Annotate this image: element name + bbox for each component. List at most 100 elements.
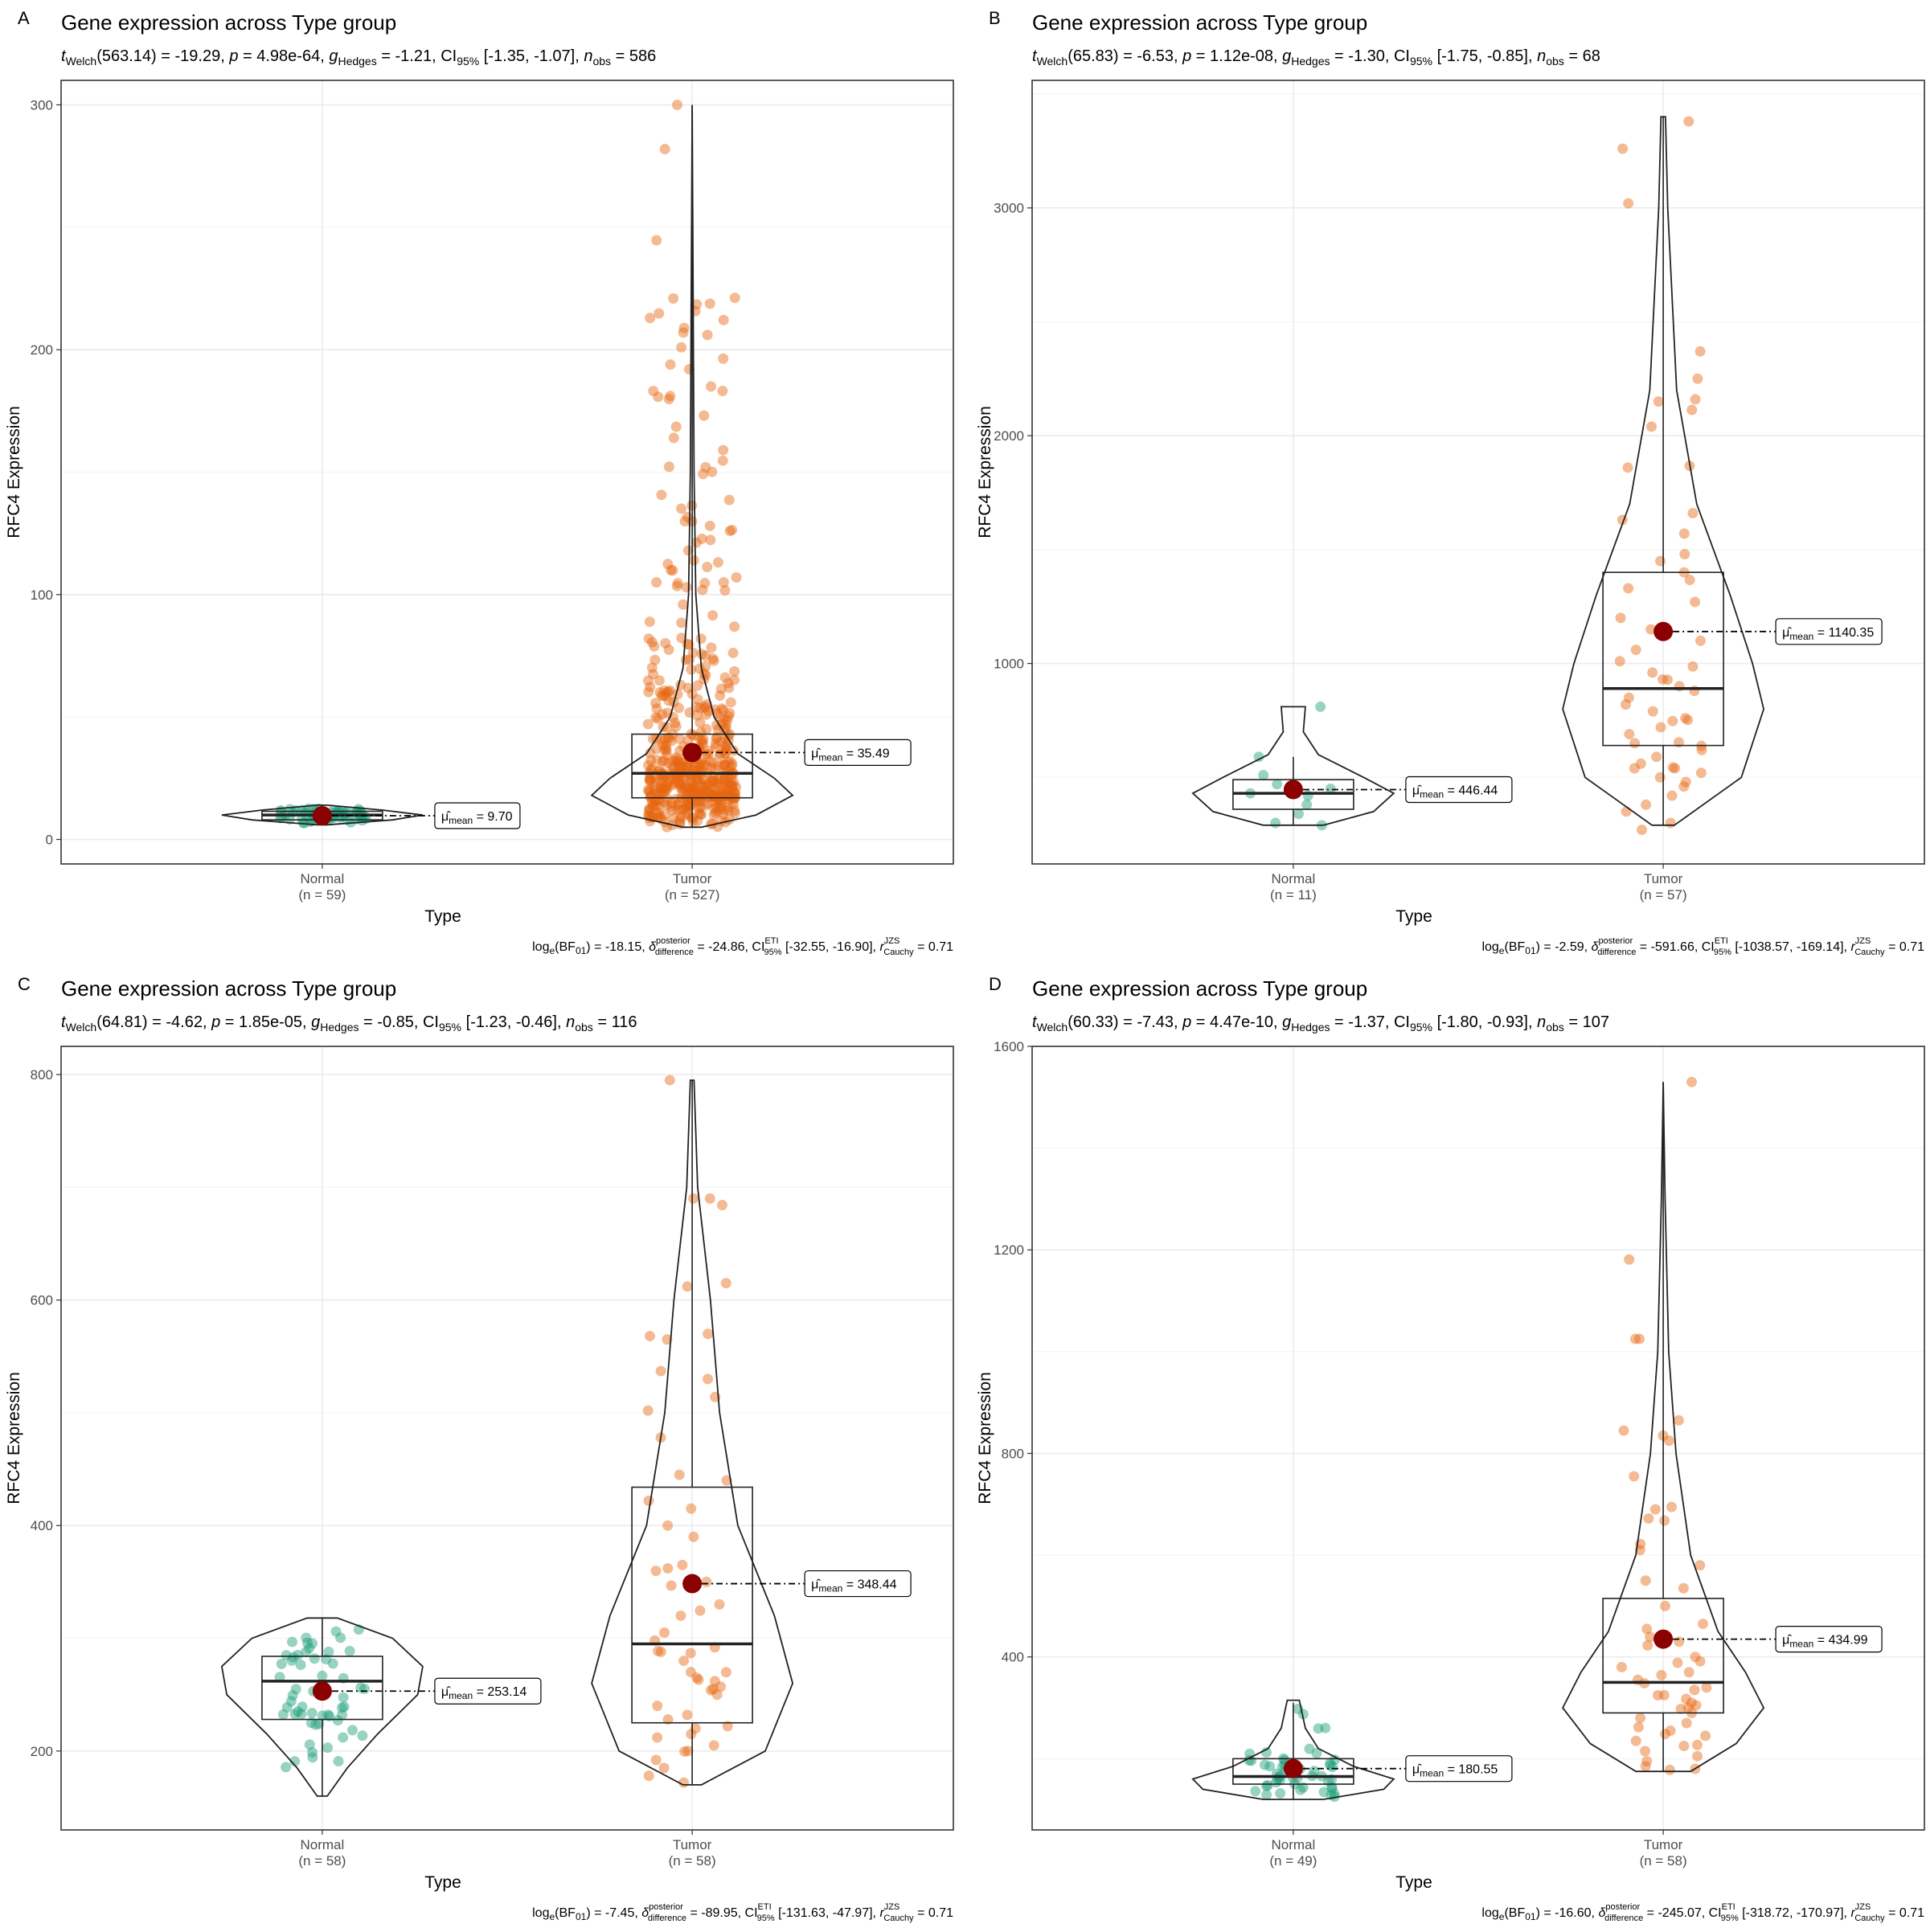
data-point xyxy=(1678,781,1690,792)
data-point xyxy=(644,616,655,628)
data-point xyxy=(686,664,697,675)
data-point xyxy=(666,797,678,808)
data-point xyxy=(714,1598,725,1610)
data-point xyxy=(689,789,700,800)
data-point xyxy=(1329,1791,1340,1803)
data-point xyxy=(645,1331,656,1342)
data-point xyxy=(651,703,662,714)
data-point xyxy=(686,1729,697,1740)
panel-label: B xyxy=(989,8,1001,28)
data-point xyxy=(655,1646,666,1657)
data-point xyxy=(662,758,674,769)
y-tick-label: 400 xyxy=(1002,1650,1024,1665)
data-point xyxy=(719,733,731,744)
data-point xyxy=(662,1520,674,1531)
data-point xyxy=(718,577,729,588)
data-point xyxy=(1645,1631,1656,1643)
data-point xyxy=(707,1684,719,1695)
data-point xyxy=(710,739,721,750)
data-point xyxy=(301,1646,312,1657)
data-point xyxy=(661,780,672,791)
data-point xyxy=(679,1746,690,1757)
x-tick-label: Normal xyxy=(300,1837,344,1852)
data-point xyxy=(720,1278,731,1289)
data-point xyxy=(691,776,703,787)
data-point xyxy=(301,1632,312,1643)
x-tick-count: (n = 58) xyxy=(298,1853,346,1869)
data-point xyxy=(304,1739,315,1750)
data-point xyxy=(668,763,679,774)
data-point xyxy=(682,682,694,694)
data-point xyxy=(646,796,658,808)
data-point xyxy=(709,1676,720,1687)
data-point xyxy=(726,760,737,772)
chart-subtitle: tWelch(65.83) = -6.53, p = 1.12e-08, gHe… xyxy=(1032,47,1600,68)
data-point xyxy=(666,761,678,772)
mean-label-box xyxy=(1405,776,1513,804)
data-point xyxy=(668,293,679,304)
y-axis-title: RFC4 Expression xyxy=(976,406,994,538)
y-tick-label: 2000 xyxy=(994,428,1024,444)
mean-label-box xyxy=(1405,1755,1513,1783)
data-point xyxy=(651,743,662,755)
data-point xyxy=(686,800,697,811)
data-point xyxy=(355,1682,367,1693)
y-tick-label: 100 xyxy=(31,587,53,603)
data-point xyxy=(653,812,664,823)
data-point xyxy=(676,342,687,353)
data-point xyxy=(1660,1729,1671,1740)
data-point xyxy=(668,813,679,824)
data-point xyxy=(313,1718,325,1729)
data-point xyxy=(643,686,654,698)
data-point xyxy=(1293,808,1305,820)
data-point xyxy=(682,803,693,814)
data-point xyxy=(698,734,709,745)
data-point xyxy=(645,755,657,766)
data-point xyxy=(707,818,718,829)
box xyxy=(261,1656,383,1721)
data-point xyxy=(688,730,699,741)
mean-point xyxy=(312,805,332,825)
data-point xyxy=(1694,1560,1706,1571)
data-point xyxy=(1670,763,1681,774)
data-point xyxy=(708,809,719,821)
data-point xyxy=(353,804,364,815)
x-tick-count: (n = 527) xyxy=(665,887,720,903)
data-point xyxy=(654,811,666,822)
data-point xyxy=(645,791,657,802)
data-point xyxy=(723,710,735,722)
data-point xyxy=(701,780,712,792)
data-point xyxy=(697,791,708,802)
data-point xyxy=(675,783,686,794)
data-point xyxy=(678,327,689,338)
group-normal: μ̂mean = 253.14 xyxy=(220,1617,542,1797)
data-point xyxy=(330,1626,342,1637)
x-axis-title: Type xyxy=(1395,907,1432,926)
data-point xyxy=(663,461,674,473)
data-point xyxy=(728,745,740,756)
data-point xyxy=(707,757,719,768)
data-point xyxy=(666,772,678,784)
data-point xyxy=(1678,528,1690,539)
data-point xyxy=(701,1576,712,1587)
data-point xyxy=(1666,790,1678,801)
data-point xyxy=(696,756,707,767)
y-axis-title: RFC4 Expression xyxy=(5,406,23,538)
data-point xyxy=(718,444,729,456)
data-point xyxy=(690,702,702,713)
data-point xyxy=(687,816,699,827)
data-point xyxy=(1640,1746,1651,1757)
data-point xyxy=(1641,1623,1653,1635)
mean-label-text: μ̂mean = 35.49 xyxy=(811,747,890,763)
data-point xyxy=(661,743,672,754)
data-point xyxy=(716,703,727,714)
data-point xyxy=(720,719,731,731)
data-point xyxy=(706,775,717,786)
data-point xyxy=(723,776,734,788)
data-point xyxy=(696,780,707,792)
violin-outline xyxy=(590,104,794,829)
data-point xyxy=(1635,758,1646,769)
data-point xyxy=(1658,673,1669,685)
data-point xyxy=(682,800,694,811)
group-tumor: μ̂mean = 348.44 xyxy=(591,1074,912,1788)
